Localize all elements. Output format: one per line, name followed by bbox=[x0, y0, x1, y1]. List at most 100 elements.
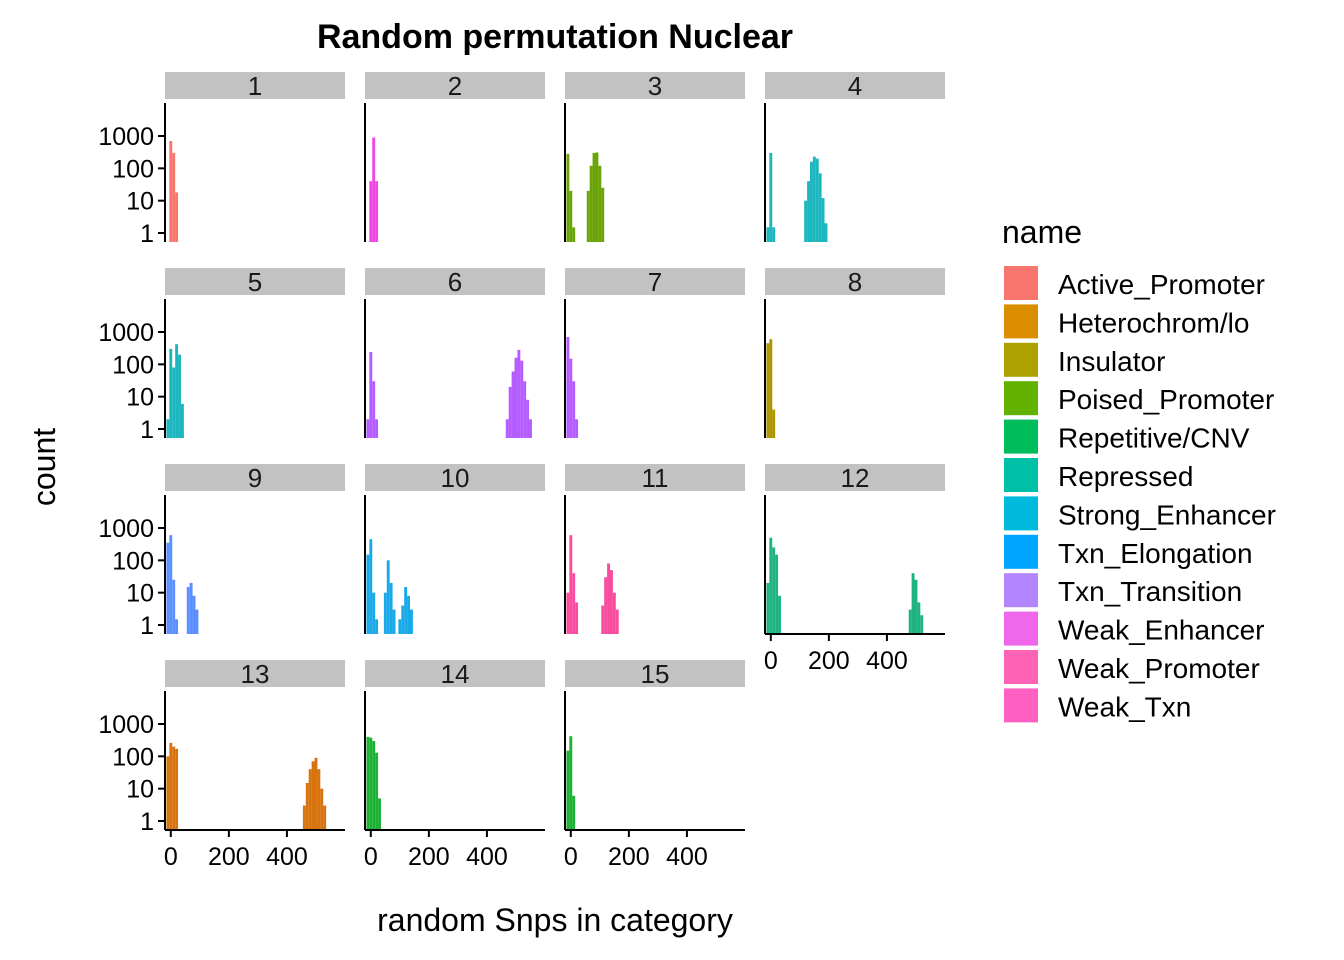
facet-strip-label: 14 bbox=[441, 659, 470, 689]
histogram-bar bbox=[375, 419, 379, 438]
histogram-bar bbox=[911, 573, 915, 634]
histogram-bar bbox=[572, 795, 576, 830]
histogram-bar bbox=[305, 782, 309, 830]
x-tick-label: 400 bbox=[466, 843, 508, 871]
histogram-bar bbox=[612, 592, 616, 634]
histogram-bar bbox=[180, 403, 184, 438]
histogram-bar bbox=[172, 746, 176, 830]
histogram-bar bbox=[772, 547, 776, 634]
histogram-bar bbox=[192, 595, 196, 634]
histogram-bar bbox=[505, 419, 509, 438]
histogram-bar bbox=[917, 602, 921, 634]
legend-swatch bbox=[1004, 496, 1038, 531]
histogram-bar bbox=[178, 354, 181, 438]
histogram-bar bbox=[320, 788, 324, 830]
facet-strip bbox=[565, 464, 745, 491]
histogram-bar bbox=[775, 554, 779, 634]
legend-entry-label: Weak_Txn bbox=[1058, 691, 1191, 722]
histogram-bar bbox=[508, 386, 512, 438]
facet-strip bbox=[365, 268, 545, 295]
histogram-bar bbox=[189, 582, 193, 634]
histogram-bar bbox=[392, 609, 396, 634]
histogram-bar bbox=[520, 360, 524, 438]
histogram-bar bbox=[314, 757, 318, 830]
histogram-bar bbox=[375, 752, 379, 830]
histogram-bar bbox=[195, 609, 199, 634]
facet-strip bbox=[165, 268, 345, 295]
histogram-bar bbox=[383, 592, 387, 634]
facet-strip bbox=[165, 72, 345, 99]
histogram-bar bbox=[369, 539, 373, 634]
legend-entry-label: Insulator bbox=[1058, 346, 1165, 377]
histogram-bar bbox=[529, 419, 532, 438]
histogram-bar bbox=[311, 761, 315, 830]
facet-strip bbox=[765, 464, 945, 491]
histogram-bar bbox=[908, 609, 912, 634]
facet-strip-label: 2 bbox=[448, 71, 462, 101]
facet-strip bbox=[565, 268, 745, 295]
histogram-bar bbox=[166, 542, 170, 634]
histogram-bar bbox=[569, 736, 573, 830]
histogram-bar bbox=[818, 173, 822, 242]
histogram-bar bbox=[366, 736, 370, 830]
y-tick-label: 10 bbox=[126, 776, 154, 804]
histogram-bar bbox=[566, 153, 570, 242]
facet-strip-label: 4 bbox=[848, 71, 862, 101]
histogram-bar bbox=[169, 535, 173, 634]
legend-entry-label: Weak_Enhancer bbox=[1058, 615, 1265, 646]
facet-strip-label: 5 bbox=[248, 267, 262, 297]
histogram-bar bbox=[769, 152, 773, 242]
histogram-bar bbox=[810, 161, 813, 242]
histogram-bar bbox=[372, 381, 376, 438]
histogram-bar bbox=[172, 367, 176, 438]
legend-swatch bbox=[1004, 650, 1038, 684]
facet-strip-label: 1 bbox=[248, 71, 262, 101]
facet-strip-label: 12 bbox=[841, 463, 870, 493]
histogram-bar bbox=[517, 349, 521, 438]
y-axis-label: count bbox=[26, 428, 62, 506]
y-tick-label: 10 bbox=[126, 580, 154, 608]
histogram-bar bbox=[566, 337, 570, 438]
histogram-bar bbox=[586, 190, 590, 242]
y-tick-label: 1000 bbox=[98, 711, 154, 739]
histogram-bar bbox=[369, 181, 373, 242]
y-tick-label: 1000 bbox=[98, 123, 154, 151]
y-tick-label: 100 bbox=[112, 351, 154, 379]
legend-entry-label: Txn_Transition bbox=[1058, 576, 1242, 607]
histogram-bar bbox=[407, 595, 410, 634]
histogram-bar bbox=[375, 619, 379, 634]
histogram-bar bbox=[575, 602, 579, 634]
legend-swatch bbox=[1004, 419, 1038, 454]
legend-swatch bbox=[1004, 688, 1038, 723]
legend-swatch bbox=[1004, 573, 1038, 608]
histogram-bar bbox=[172, 152, 176, 242]
facet-strip-label: 11 bbox=[642, 463, 669, 493]
histogram-bar bbox=[812, 156, 816, 242]
y-tick-label: 1 bbox=[140, 808, 154, 836]
histogram-bar bbox=[366, 419, 370, 438]
histogram-bar bbox=[766, 343, 770, 438]
facet-strip bbox=[365, 660, 545, 687]
histogram-bar bbox=[601, 187, 605, 242]
histogram-bar bbox=[821, 198, 825, 242]
x-tick-label: 0 bbox=[364, 843, 378, 871]
facet-strip-label: 3 bbox=[648, 71, 662, 101]
x-tick-label: 200 bbox=[208, 843, 250, 871]
histogram-bar bbox=[366, 554, 370, 634]
y-tick-label: 100 bbox=[112, 547, 154, 575]
legend-entry-label: Heterochrom/lo bbox=[1058, 307, 1249, 338]
y-tick-label: 10 bbox=[126, 384, 154, 412]
histogram-bar bbox=[769, 537, 773, 634]
y-tick-label: 1000 bbox=[98, 515, 154, 543]
x-tick-label: 200 bbox=[808, 647, 850, 675]
histogram-bar bbox=[166, 419, 170, 438]
x-tick-label: 0 bbox=[564, 843, 578, 871]
histogram-bar bbox=[610, 570, 613, 634]
histogram-bar bbox=[317, 769, 321, 830]
histogram-bar bbox=[920, 615, 924, 634]
histogram-bar bbox=[569, 190, 573, 242]
x-axis-label: random Snps in category bbox=[377, 902, 733, 938]
histogram-bar bbox=[572, 227, 576, 242]
y-tick-label: 1 bbox=[140, 416, 154, 444]
